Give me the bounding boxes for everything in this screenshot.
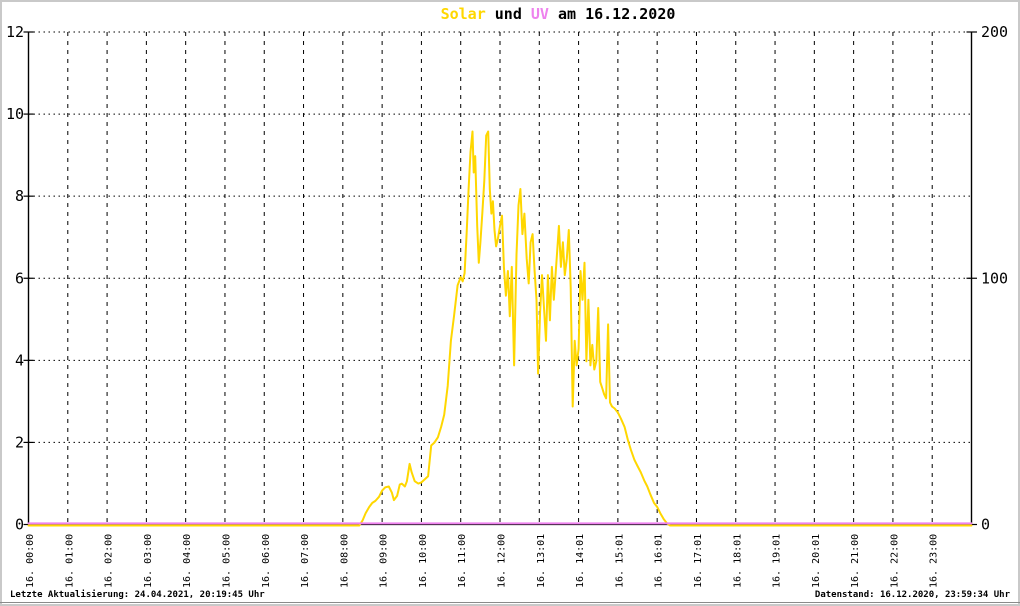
title-date: am 16.12.2020 [548,5,676,23]
x-axis-label: 16. 13:01 [536,534,547,588]
x-axis-label: 16. 21:00 [850,534,861,588]
left-axis-label: 4 [15,351,24,369]
right-axis-label: 200 [981,23,1008,41]
x-axis-label: 16. 02:00 [104,534,115,588]
left-axis-label: 0 [15,516,24,534]
x-axis-label: 16. 10:00 [418,534,429,588]
title-solar-word: Solar [440,5,486,23]
left-axis-label: 6 [15,269,24,287]
title-und-word: und [485,5,531,23]
x-axis-label: 16. 08:00 [339,534,350,588]
status-data-state: Datenstand: 16.12.2020, 23:59:34 Uhr [814,590,1010,600]
chart-title: Solar und UV am 16.12.2020 [2,5,1018,23]
bottom-divider [0,602,1020,603]
x-axis-label: 16. 19:01 [772,534,783,588]
x-axis-label: 16. 06:00 [261,534,272,588]
x-axis-label: 16. 00:00 [25,534,36,588]
x-axis-label: 16. 22:00 [889,534,900,588]
right-axis-label: 100 [981,269,1008,287]
x-axis-label: 16. 05:00 [221,534,232,588]
x-axis-label: 16. 14:01 [575,534,586,588]
x-axis-label: 16. 16:01 [654,534,665,588]
x-axis-label: 16. 01:00 [64,534,75,588]
x-axis-label: 16. 20:01 [811,534,822,588]
status-last-update: Letzte Aktualisierung: 24.04.2021, 20:19… [10,590,265,600]
x-axis-label: 16. 23:00 [929,534,940,588]
x-axis-label: 16. 07:00 [300,534,311,588]
left-axis-label: 8 [15,187,24,205]
title-uv-word: UV [530,5,549,23]
left-axis-label: 10 [6,105,24,123]
x-axis-label: 16. 03:00 [143,534,154,588]
right-axis-label: 0 [981,516,990,534]
x-axis-label: 16. 18:01 [732,534,743,588]
x-axis-label: 16. 12:00 [497,534,508,588]
x-axis-label: 16. 11:00 [457,534,468,588]
x-axis-label: 16. 17:01 [693,534,704,588]
solar-line [27,130,973,527]
left-axis-label: 12 [6,23,24,41]
left-axis-label: 2 [15,433,24,451]
x-axis-label: 16. 04:00 [182,534,193,588]
x-axis-label: 16. 15:01 [614,534,625,588]
x-axis-label: 16. 09:00 [379,534,390,588]
